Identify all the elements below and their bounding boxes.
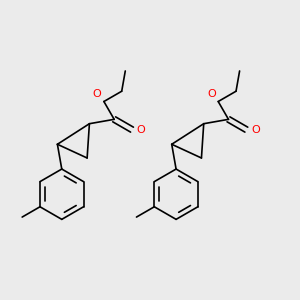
Text: O: O	[136, 124, 145, 135]
Text: O: O	[93, 89, 102, 99]
Text: O: O	[251, 124, 260, 135]
Text: O: O	[207, 89, 216, 99]
